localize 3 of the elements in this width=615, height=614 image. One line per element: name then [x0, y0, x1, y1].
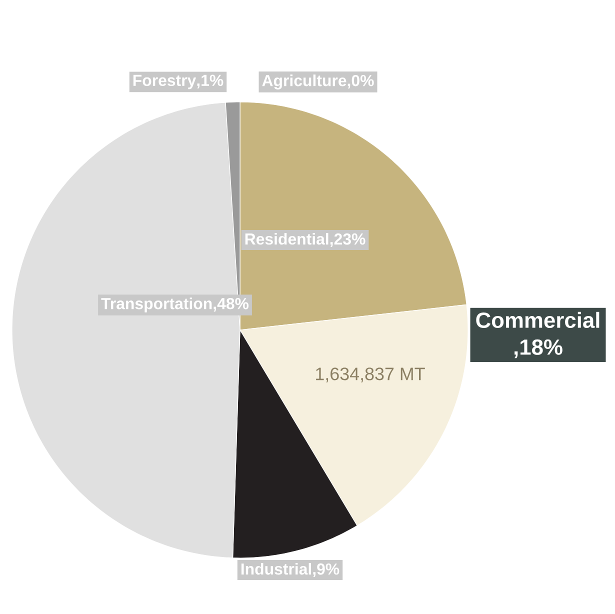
text: 1,634,837 MT: [316, 368, 425, 382]
slice-label: Commercial: [476, 312, 600, 328]
data-label: ,18%: [514, 339, 562, 358]
